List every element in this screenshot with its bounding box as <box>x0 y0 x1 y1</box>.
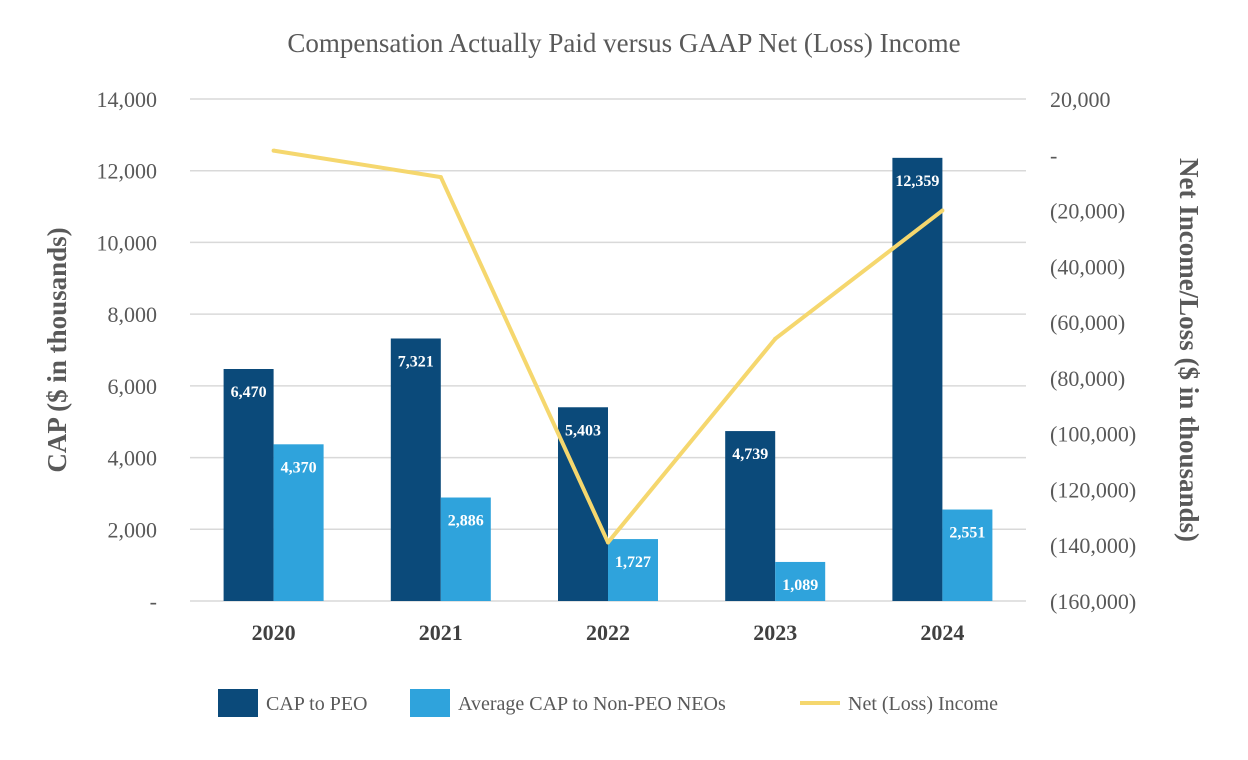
bar <box>223 369 274 601</box>
bar-value-label: 6,470 <box>231 384 267 401</box>
bar-value-label: 12,359 <box>895 173 939 190</box>
line-point <box>438 175 443 180</box>
bar <box>558 407 608 601</box>
bar-value-label: 4,370 <box>281 459 317 476</box>
category-label: 2023 <box>753 620 797 645</box>
category-label: 2022 <box>586 620 630 645</box>
left-axis-title: CAP ($ in thousands) <box>42 227 72 472</box>
right-tick-label: (60,000) <box>1050 310 1125 335</box>
line-layer <box>271 148 945 545</box>
legend-label: Average CAP to Non-PEO NEOs <box>458 693 726 715</box>
category-label: 2024 <box>920 620 964 645</box>
legend-swatch <box>410 689 450 717</box>
bars <box>223 157 993 602</box>
left-tick-label: - <box>150 589 157 614</box>
bar <box>273 444 324 601</box>
right-tick-label: (140,000) <box>1050 533 1136 558</box>
left-tick-label: 12,000 <box>97 159 158 184</box>
line-point <box>773 336 778 341</box>
chart-title: Compensation Actually Paid versus GAAP N… <box>287 28 960 58</box>
left-tick-label: 8,000 <box>108 302 158 327</box>
bar <box>608 539 658 601</box>
line-point <box>271 148 276 153</box>
bar-value-label: 5,403 <box>565 422 601 439</box>
category-labels: 2020 2021 2022 2023 2024 <box>252 620 965 645</box>
line-point <box>606 540 610 545</box>
bar <box>725 431 776 601</box>
bar <box>440 497 491 601</box>
legend-label: Net (Loss) Income <box>848 693 998 715</box>
right-tick-label: (160,000) <box>1050 589 1136 614</box>
right-tick-label: 20,000 <box>1050 87 1111 112</box>
bar-value-label: 7,321 <box>398 353 434 370</box>
bar <box>892 157 943 602</box>
legend-label: CAP to PEO <box>266 693 368 715</box>
bar-value-label: 1,089 <box>782 577 818 594</box>
bar <box>775 561 826 601</box>
right-axis-ticks: (160,000) (140,000) (120,000) (100,000) (80,… <box>1050 87 1136 614</box>
right-tick-label: (40,000) <box>1050 254 1125 279</box>
left-tick-label: 4,000 <box>108 446 158 471</box>
right-tick-label: (20,000) <box>1050 199 1125 224</box>
bar-value-label: 2,551 <box>949 525 985 542</box>
bar-labels: 6,470 4,370 7,321 2,886 5,403 1,727 4,739 1,089… <box>231 173 986 594</box>
category-label: 2021 <box>419 620 463 645</box>
left-tick-label: 14,000 <box>97 87 158 112</box>
bar-value-label: 4,739 <box>732 446 768 463</box>
right-tick-label: (120,000) <box>1050 477 1136 502</box>
line-point <box>940 208 945 213</box>
legend-swatch <box>218 689 258 717</box>
bar-value-label: 2,886 <box>448 513 484 530</box>
left-tick-label: 6,000 <box>108 374 158 399</box>
right-tick-label: (80,000) <box>1050 366 1125 391</box>
category-label: 2020 <box>252 620 296 645</box>
bar-value-label: 1,727 <box>615 554 651 571</box>
left-tick-label: 2,000 <box>108 517 158 542</box>
bar <box>942 509 993 601</box>
right-tick-label: (100,000) <box>1050 422 1136 447</box>
left-axis-ticks: - 2,000 4,000 6,000 8,000 10,000 12,000 14,000 <box>97 87 158 614</box>
right-axis-title: Net Income/Loss ($ in thousands) <box>1174 158 1204 542</box>
left-tick-label: 10,000 <box>97 230 158 255</box>
bar <box>390 338 441 601</box>
right-tick-label: - <box>1050 143 1057 168</box>
legend: CAP to PEO Average CAP to Non-PEO NEOs Net… <box>218 689 998 717</box>
